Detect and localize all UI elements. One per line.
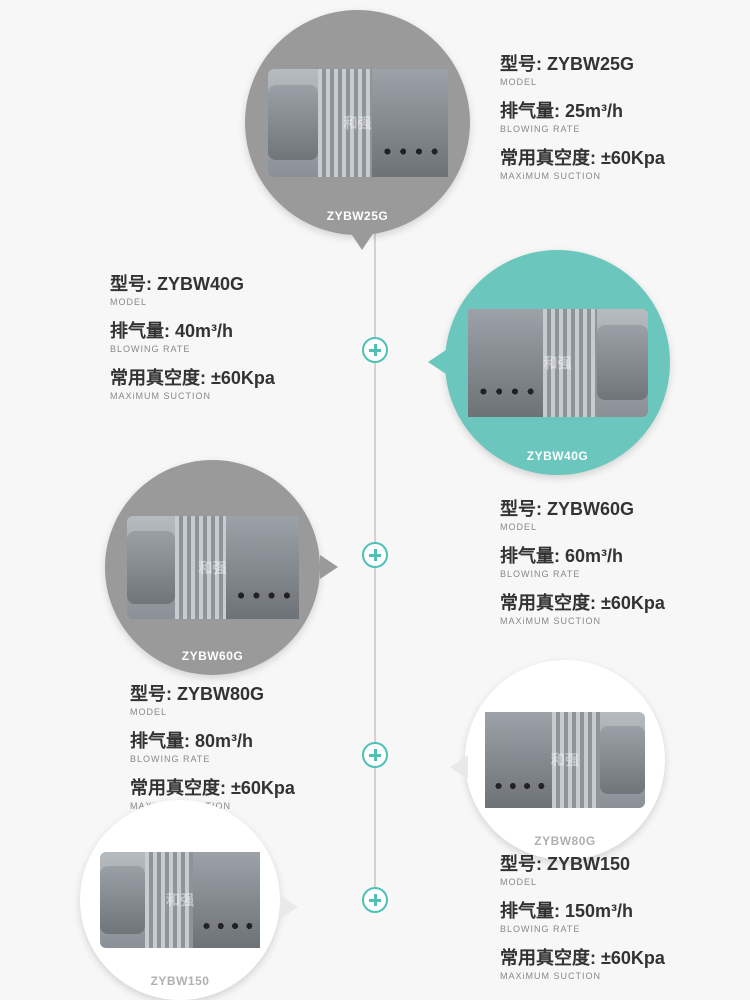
product-circle-label: ZYBW150 <box>151 974 210 988</box>
spec-suction: 常用真空度: ±60Kpa <box>500 944 730 970</box>
callout-pointer <box>450 755 468 779</box>
spec-suction-sub: MAXiMUM SUCTION <box>110 391 340 401</box>
product-circle-label: ZYBW25G <box>327 209 389 223</box>
spec-suction: 常用真空度: ±60Kpa <box>500 589 730 615</box>
pump-image: 和强 <box>268 69 448 177</box>
product-circle-label: ZYBW80G <box>534 834 596 848</box>
product-circle-zybw25g: 和强 ZYBW25G <box>245 10 470 235</box>
timeline-node <box>362 542 388 568</box>
spec-suction: 常用真空度: ±60Kpa <box>110 364 340 390</box>
pump-image: 和强 <box>127 516 299 619</box>
timeline-node <box>362 337 388 363</box>
spec-model: 型号: ZYBW80G <box>130 680 360 706</box>
spec-block-zybw150: 型号: ZYBW150MODEL 排气量: 150m³/hBLOWING RATE… <box>500 850 730 991</box>
spec-block-zybw80g: 型号: ZYBW80GMODEL 排气量: 80m³/hBLOWING RATE 常… <box>130 680 360 821</box>
product-circle-zybw60g: 和强 ZYBW60G <box>105 460 320 675</box>
spec-model-sub: MODEL <box>110 297 340 307</box>
spec-block-zybw40g: 型号: ZYBW40GMODEL 排气量: 40m³/hBLOWING RATE 常… <box>110 270 340 411</box>
spec-blowing-sub: BLOWING RATE <box>110 344 340 354</box>
spec-model-sub: MODEL <box>500 77 730 87</box>
spec-blowing-sub: BLOWING RATE <box>500 124 730 134</box>
pump-image: 和强 <box>468 309 648 417</box>
spec-model: 型号: ZYBW150 <box>500 850 730 876</box>
spec-blowing: 排气量: 80m³/h <box>130 727 360 753</box>
callout-pointer <box>350 232 374 250</box>
callout-pointer <box>280 895 298 919</box>
spec-suction-sub: MAXiMUM SUCTION <box>500 171 730 181</box>
pump-image: 和强 <box>100 852 260 948</box>
pump-image: 和强 <box>485 712 645 808</box>
spec-block-zybw25g: 型号: ZYBW25GMODEL 排气量: 25m³/hBLOWING RATE 常… <box>500 50 730 191</box>
spec-model: 型号: ZYBW60G <box>500 495 730 521</box>
spec-blowing: 排气量: 40m³/h <box>110 317 340 343</box>
spec-suction: 常用真空度: ±60Kpa <box>130 774 360 800</box>
product-circle-zybw150: 和强 ZYBW150 <box>80 800 280 1000</box>
product-circle-zybw40g: 和强 ZYBW40G <box>445 250 670 475</box>
product-circle-label: ZYBW40G <box>527 449 589 463</box>
spec-suction: 常用真空度: ±60Kpa <box>500 144 730 170</box>
timeline-node <box>362 742 388 768</box>
callout-pointer <box>428 350 446 374</box>
callout-pointer <box>320 555 338 579</box>
spec-blowing: 排气量: 150m³/h <box>500 897 730 923</box>
product-circle-label: ZYBW60G <box>182 649 244 663</box>
spec-model: 型号: ZYBW40G <box>110 270 340 296</box>
spec-model-sub: MODEL <box>500 522 730 532</box>
spec-blowing-sub: BLOWING RATE <box>130 754 360 764</box>
product-circle-zybw80g: 和强 ZYBW80G <box>465 660 665 860</box>
spec-blowing: 排气量: 25m³/h <box>500 97 730 123</box>
spec-model: 型号: ZYBW25G <box>500 50 730 76</box>
timeline-node <box>362 887 388 913</box>
spec-suction-sub: MAXiMUM SUCTION <box>500 971 730 981</box>
spec-blowing-sub: BLOWING RATE <box>500 924 730 934</box>
spec-model-sub: MODEL <box>500 877 730 887</box>
spec-block-zybw60g: 型号: ZYBW60GMODEL 排气量: 60m³/hBLOWING RATE 常… <box>500 495 730 636</box>
spec-blowing: 排气量: 60m³/h <box>500 542 730 568</box>
spec-suction-sub: MAXiMUM SUCTION <box>500 616 730 626</box>
spec-model-sub: MODEL <box>130 707 360 717</box>
spec-blowing-sub: BLOWING RATE <box>500 569 730 579</box>
